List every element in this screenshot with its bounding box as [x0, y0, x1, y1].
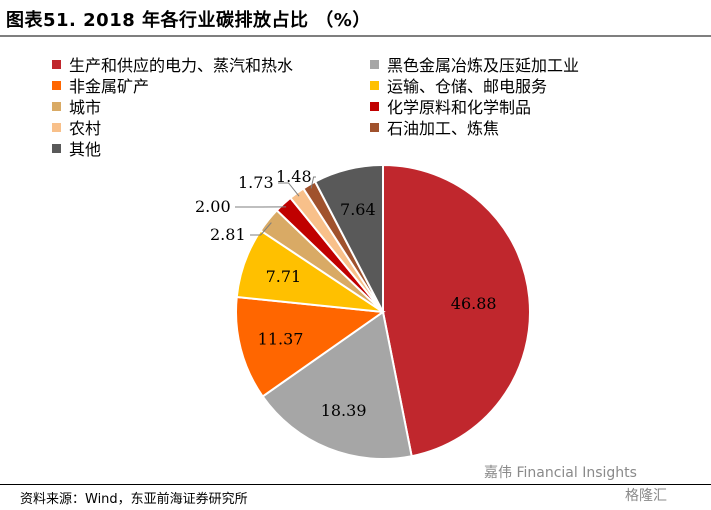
legend-item: 运输、仓储、邮电服务	[370, 77, 547, 97]
pie-slice	[313, 163, 384, 313]
legend-label: 运输、仓储、邮电服务	[387, 77, 548, 96]
legend-swatch	[52, 81, 61, 90]
legend-item: 生产和供应的电力、蒸汽和热水	[52, 56, 293, 76]
data-label: 1.48	[276, 167, 312, 186]
data-label: 46.88	[451, 294, 497, 313]
legend-item: 非金属矿产	[52, 77, 149, 97]
data-label: 18.39	[321, 401, 367, 420]
legend-label: 石油加工、炼焦	[387, 119, 500, 138]
legend-label: 城市	[69, 98, 102, 117]
watermark-text: 嘉伟 Financial Insights	[484, 465, 637, 481]
legend-item: 化学原料和化学制品	[370, 98, 531, 118]
data-label: 2.00	[195, 197, 231, 216]
legend-swatch	[52, 123, 61, 132]
footer-divider	[0, 484, 711, 485]
legend-item: 其他	[52, 140, 101, 160]
data-label: 11.37	[258, 330, 304, 349]
legend-swatch	[370, 81, 379, 90]
source-note: 资料来源：Wind，东亚前海证券研究所	[20, 492, 248, 507]
data-label: 2.81	[210, 225, 246, 244]
legend-label: 其他	[69, 140, 102, 159]
legend-item: 农村	[52, 119, 101, 139]
pie-slice	[382, 163, 531, 458]
legend-swatch	[52, 102, 61, 111]
data-label: 7.71	[266, 267, 302, 286]
legend-label: 黑色金属冶炼及压延加工业	[387, 56, 580, 75]
legend-swatch	[370, 102, 379, 111]
watermark-logo-text: 格隆汇	[625, 488, 667, 504]
leader-line	[310, 176, 316, 189]
leader-line	[278, 182, 300, 197]
legend-item: 石油加工、炼焦	[370, 119, 499, 139]
pie-chart: 46.88 18.39 11.37 7.71 2.81 2.00 1.73 1.48 7.64	[195, 163, 531, 460]
title-divider	[0, 35, 711, 37]
legend-label: 生产和供应的电力、蒸汽和热水	[69, 56, 294, 75]
page-title: 图表51. 2018 年各行业碳排放占比 （%）	[6, 10, 371, 31]
legend-swatch	[52, 60, 61, 69]
legend-swatch	[370, 60, 379, 69]
legend-item: 城市	[52, 98, 101, 118]
legend-label: 农村	[69, 119, 102, 138]
legend-label: 化学原料和化学制品	[387, 98, 532, 117]
data-label: 1.73	[238, 173, 274, 192]
legend-label: 非金属矿产	[69, 77, 150, 96]
pie-slice	[261, 310, 413, 460]
legend-swatch	[52, 144, 61, 153]
leader-line	[250, 222, 272, 236]
legend-item: 黑色金属冶炼及压延加工业	[370, 56, 579, 76]
pie-slice	[235, 295, 386, 398]
data-label: 7.64	[340, 200, 376, 219]
legend-swatch	[370, 123, 379, 132]
